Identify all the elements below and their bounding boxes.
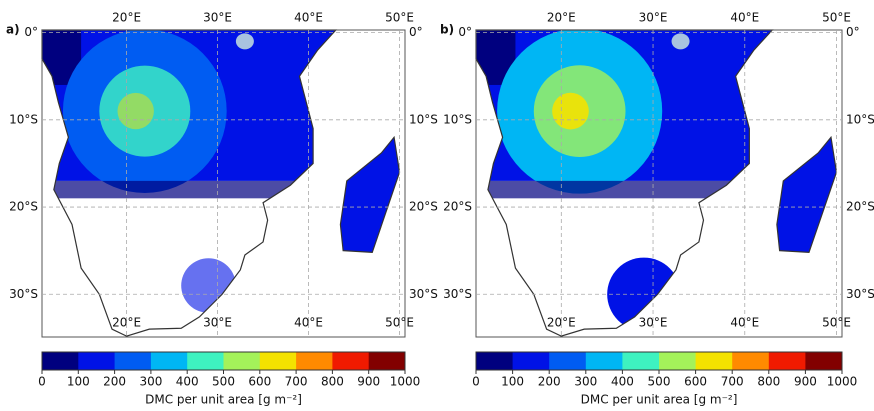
colorbar-bin bbox=[659, 352, 697, 370]
colorbar-bin bbox=[695, 352, 733, 370]
colorbar-label: DMC per unit area [g m⁻²] bbox=[581, 393, 738, 407]
lon-label: 20°E bbox=[547, 316, 576, 330]
colorbar-tick-label: 600 bbox=[248, 375, 271, 389]
madagascar bbox=[339, 135, 401, 254]
lon-label: 50°E bbox=[385, 316, 414, 330]
map-frame bbox=[475, 29, 843, 338]
colorbar-label: DMC per unit area [g m⁻²] bbox=[145, 393, 302, 407]
colorbar-bin bbox=[476, 352, 514, 370]
lon-label: 50°E bbox=[822, 11, 851, 25]
colorbar-bin bbox=[732, 352, 770, 370]
colorbar-bin bbox=[187, 352, 224, 370]
lon-label: 50°E bbox=[822, 316, 851, 330]
lon-label: 40°E bbox=[294, 11, 323, 25]
colorbar-tick-label: 1000 bbox=[390, 375, 421, 389]
lat-label: 20°S bbox=[9, 200, 38, 214]
data-region bbox=[117, 92, 154, 130]
coastline bbox=[475, 29, 774, 337]
colorbar-tick-label: 700 bbox=[721, 375, 744, 389]
lon-label: 40°E bbox=[730, 11, 759, 25]
colorbar-bin bbox=[332, 352, 370, 370]
lat-label: 0° bbox=[458, 25, 472, 39]
colorbar-tick-label: 1000 bbox=[827, 375, 858, 389]
lon-label: 30°E bbox=[203, 11, 232, 25]
lat-label: 30°S bbox=[846, 287, 874, 301]
colorbar-bin bbox=[114, 352, 152, 370]
lat-label: 10°S bbox=[409, 112, 438, 126]
panel-label: a) bbox=[6, 23, 20, 37]
land-data bbox=[476, 30, 773, 331]
lake bbox=[671, 33, 690, 50]
coastline bbox=[41, 29, 338, 337]
colorbar-tick-label: 200 bbox=[103, 375, 126, 389]
lon-label: 30°E bbox=[639, 316, 668, 330]
lat-label: 20°S bbox=[409, 200, 438, 214]
lat-label: 20°S bbox=[443, 200, 472, 214]
colorbar-bin bbox=[42, 352, 79, 370]
colorbar-tick-label: 800 bbox=[321, 375, 344, 389]
madagascar bbox=[776, 135, 838, 254]
colorbar-tick-label: 300 bbox=[139, 375, 162, 389]
map-panel: 20°E20°E30°E30°E40°E40°E50°E50°E0° 0°10°S… bbox=[6, 11, 438, 407]
panel-label: b) bbox=[440, 23, 454, 37]
colorbar-bin bbox=[78, 352, 116, 370]
colorbar-bin bbox=[805, 352, 843, 370]
colorbar-bin bbox=[512, 352, 550, 370]
lat-label: 0° bbox=[409, 25, 423, 39]
colorbar-bin bbox=[622, 352, 660, 370]
colorbar-bin bbox=[259, 352, 297, 370]
lon-label: 50°E bbox=[385, 11, 414, 25]
lat-label: 20°S bbox=[846, 200, 874, 214]
colorbar-tick-label: 0 bbox=[38, 375, 46, 389]
data-region bbox=[181, 258, 236, 313]
lon-label: 20°E bbox=[112, 11, 141, 25]
colorbar-bin bbox=[585, 352, 623, 370]
lon-label: 40°E bbox=[294, 316, 323, 330]
colorbar-tick-label: 100 bbox=[67, 375, 90, 389]
lat-label: 10°S bbox=[846, 112, 874, 126]
colorbar-tick-label: 800 bbox=[757, 375, 780, 389]
colorbar-tick-label: 300 bbox=[574, 375, 597, 389]
lat-label: 10°S bbox=[443, 112, 472, 126]
colorbar-bin bbox=[223, 352, 261, 370]
colorbar-tick-label: 400 bbox=[611, 375, 634, 389]
colorbar-tick-label: 700 bbox=[285, 375, 308, 389]
data-region bbox=[552, 92, 589, 130]
lat-label: 0° bbox=[24, 25, 38, 39]
colorbar-bin bbox=[296, 352, 333, 370]
colorbar-tick-label: 200 bbox=[538, 375, 561, 389]
colorbar-tick-label: 500 bbox=[648, 375, 671, 389]
lon-label: 20°E bbox=[112, 316, 141, 330]
colorbar-tick-label: 100 bbox=[501, 375, 524, 389]
colorbar-tick-label: 600 bbox=[684, 375, 707, 389]
lat-label: 30°S bbox=[9, 287, 38, 301]
data-region bbox=[476, 180, 773, 199]
map-panel: 20°E20°E30°E30°E40°E40°E50°E50°E0° 0°10°S… bbox=[440, 11, 874, 407]
colorbar-tick-label: 900 bbox=[357, 375, 380, 389]
lat-label: 30°S bbox=[409, 287, 438, 301]
colorbar-tick-label: 0 bbox=[472, 375, 480, 389]
map-frame bbox=[41, 29, 406, 338]
colorbar-bin bbox=[368, 352, 406, 370]
colorbar-bin bbox=[150, 352, 188, 370]
lat-label: 10°S bbox=[9, 112, 38, 126]
lat-label: 0° bbox=[846, 25, 860, 39]
colorbar-tick-label: 500 bbox=[212, 375, 235, 389]
lat-label: 30°S bbox=[443, 287, 472, 301]
colorbar-bin bbox=[549, 352, 587, 370]
data-region bbox=[42, 180, 336, 199]
colorbar-bin bbox=[768, 352, 806, 370]
colorbar-tick-label: 900 bbox=[794, 375, 817, 389]
lon-label: 30°E bbox=[639, 11, 668, 25]
lon-label: 40°E bbox=[730, 316, 759, 330]
lon-label: 20°E bbox=[547, 11, 576, 25]
colorbar-tick-label: 400 bbox=[176, 375, 199, 389]
lake bbox=[235, 33, 254, 50]
lon-label: 30°E bbox=[203, 316, 232, 330]
